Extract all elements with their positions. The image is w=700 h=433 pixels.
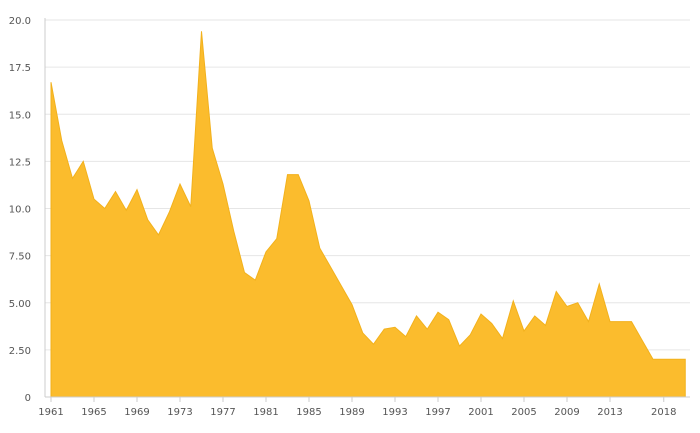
x-tick-label: 1973	[167, 407, 192, 418]
x-tick-label: 1989	[339, 407, 364, 418]
x-tick-label: 1993	[382, 407, 407, 418]
x-tick-label: 1965	[81, 407, 106, 418]
area-series	[50, 31, 686, 398]
x-tick-label: 1997	[425, 407, 450, 418]
x-tick-label: 1981	[253, 407, 278, 418]
y-tick-label: 15.0	[9, 110, 31, 121]
x-tick-label: 1961	[38, 407, 63, 418]
x-tick-label: 2013	[597, 407, 622, 418]
y-tick-label: 5.00	[9, 299, 31, 310]
x-tick-label: 1985	[296, 407, 321, 418]
x-axis-ticks: 1961 1965 1969 1973 1977 1981 1985 1989 1993 1997…	[38, 397, 676, 418]
x-tick-label: 1969	[124, 407, 149, 418]
y-tick-label: 12.5	[9, 157, 31, 168]
x-tick-label: 2001	[468, 407, 493, 418]
x-tick-label: 2005	[511, 407, 536, 418]
x-tick-label: 2018	[651, 407, 676, 418]
y-tick-label: 10.0	[9, 205, 31, 216]
y-tick-label: 7.50	[9, 252, 31, 263]
x-tick-label: 2009	[554, 407, 579, 418]
y-tick-label: 0	[25, 393, 31, 404]
y-tick-label: 17.5	[9, 63, 31, 74]
y-axis-ticks: 0 2.50 5.00 7.50 10.0 12.5 15.0 17.5 20.0	[9, 16, 31, 404]
y-tick-label: 2.50	[9, 346, 31, 357]
x-tick-label: 1977	[210, 407, 235, 418]
area-series-fill	[50, 31, 686, 398]
y-tick-label: 20.0	[9, 16, 31, 27]
axes	[44, 18, 690, 398]
